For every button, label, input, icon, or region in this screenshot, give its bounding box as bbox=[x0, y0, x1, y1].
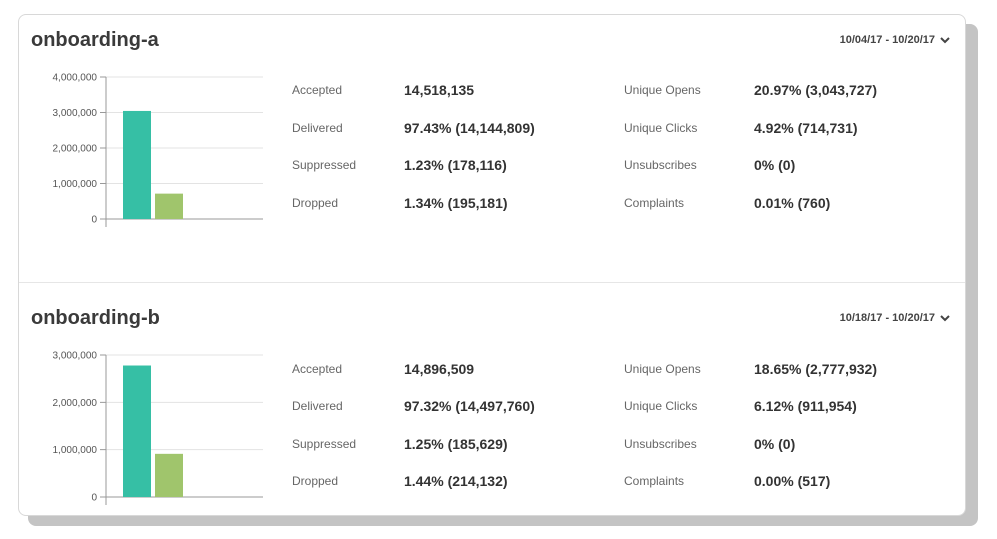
y-tick-label: 0 bbox=[91, 493, 97, 504]
y-tick-label: 1,000,000 bbox=[53, 179, 98, 190]
stat-label-unique-opens: Unique Opens bbox=[624, 83, 701, 97]
stat-value-unsubscribes: 0% (0) bbox=[754, 436, 796, 452]
chevron-down-icon bbox=[940, 315, 950, 322]
chart-bar[interactable] bbox=[155, 453, 183, 497]
date-range-label: 10/04/17 - 10/20/17 bbox=[839, 34, 935, 46]
stat-value-complaints: 0.01% (760) bbox=[754, 195, 831, 211]
stat-value-complaints: 0.00% (517) bbox=[754, 473, 831, 489]
stat-label-dropped: Dropped bbox=[292, 196, 339, 210]
campaign-panel-onboarding-b: onboarding-b 10/18/17 - 10/20/17 0 1,000,… bbox=[19, 283, 965, 515]
stat-value-unsubscribes: 0% (0) bbox=[754, 157, 796, 173]
stat-label-unsubscribes: Unsubscribes bbox=[624, 158, 697, 172]
panel-divider bbox=[19, 282, 965, 283]
stat-value-accepted: 14,518,135 bbox=[404, 82, 475, 98]
stat-label-delivered: Delivered bbox=[292, 399, 343, 413]
chart-bar[interactable] bbox=[155, 193, 183, 219]
stat-label-suppressed: Suppressed bbox=[292, 158, 357, 172]
stat-label-complaints: Complaints bbox=[624, 474, 685, 488]
stat-value-dropped: 1.44% (214,132) bbox=[404, 473, 508, 489]
volume-bar-chart: 0 1,000,000 2,000,000 3,000,000 bbox=[31, 347, 263, 515]
y-tick-label: 0 bbox=[91, 215, 97, 226]
stat-value-delivered: 97.43% (14,144,809) bbox=[404, 120, 535, 136]
stat-label-dropped: Dropped bbox=[292, 474, 339, 488]
stat-label-unique-clicks: Unique Clicks bbox=[624, 399, 698, 413]
y-tick-label: 3,000,000 bbox=[53, 108, 98, 119]
stat-value-unique-clicks: 4.92% (714,731) bbox=[754, 120, 858, 136]
stat-value-delivered: 97.32% (14,497,760) bbox=[404, 398, 535, 414]
stat-value-unique-clicks: 6.12% (911,954) bbox=[754, 398, 857, 414]
chart-svg: 0 1,000,000 2,000,000 3,000,000 4,000,000 bbox=[53, 73, 263, 227]
stat-value-suppressed: 1.25% (185,629) bbox=[404, 436, 508, 452]
stat-value-unique-opens: 20.97% (3,043,727) bbox=[754, 82, 877, 98]
stat-label-unique-opens: Unique Opens bbox=[624, 362, 701, 376]
date-range-selector[interactable]: 10/18/17 - 10/20/17 bbox=[840, 312, 951, 324]
stat-label-unsubscribes: Unsubscribes bbox=[624, 437, 697, 451]
chart-bar[interactable] bbox=[123, 110, 151, 219]
volume-bar-chart: 0 1,000,000 2,000,000 3,000,000 4,000,000 bbox=[31, 69, 263, 239]
chart-bar[interactable] bbox=[123, 365, 151, 497]
campaign-title: onboarding-b bbox=[31, 307, 160, 329]
date-range-label: 10/18/17 - 10/20/17 bbox=[839, 312, 935, 324]
y-tick-label: 2,000,000 bbox=[53, 144, 98, 155]
stat-value-suppressed: 1.23% (178,116) bbox=[404, 157, 507, 173]
campaign-panel-onboarding-a: onboarding-a 10/04/17 - 10/20/17 0 1,000,… bbox=[19, 15, 965, 283]
y-tick-label: 2,000,000 bbox=[53, 398, 98, 409]
chart-svg: 0 1,000,000 2,000,000 3,000,000 bbox=[53, 351, 263, 505]
date-range-selector[interactable]: 10/04/17 - 10/20/17 bbox=[840, 34, 951, 46]
campaign-stats-card: onboarding-a 10/04/17 - 10/20/17 0 1,000,… bbox=[18, 14, 966, 516]
stat-label-suppressed: Suppressed bbox=[292, 437, 357, 451]
stat-label-accepted: Accepted bbox=[292, 362, 343, 376]
y-tick-label: 1,000,000 bbox=[53, 445, 98, 456]
stat-value-unique-opens: 18.65% (2,777,932) bbox=[754, 361, 877, 377]
campaign-title: onboarding-a bbox=[31, 29, 159, 51]
stat-label-accepted: Accepted bbox=[292, 83, 343, 97]
chevron-down-icon bbox=[940, 37, 950, 44]
y-tick-label: 3,000,000 bbox=[53, 351, 98, 362]
stat-label-unique-clicks: Unique Clicks bbox=[624, 121, 698, 135]
y-tick-label: 4,000,000 bbox=[53, 73, 98, 84]
stat-value-dropped: 1.34% (195,181) bbox=[404, 195, 508, 211]
stat-value-accepted: 14,896,509 bbox=[404, 361, 475, 377]
stat-label-complaints: Complaints bbox=[624, 196, 685, 210]
stat-label-delivered: Delivered bbox=[292, 121, 343, 135]
